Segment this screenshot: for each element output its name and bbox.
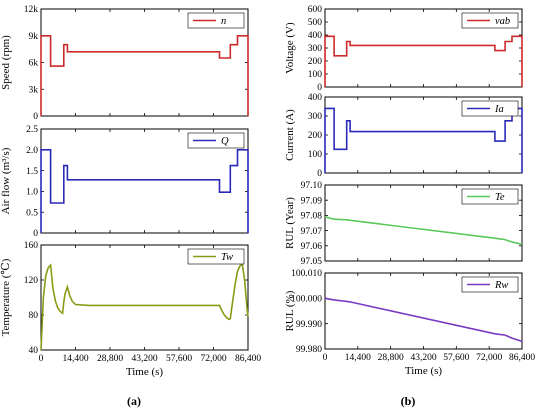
caption-right: (b) bbox=[401, 394, 416, 408]
series-line bbox=[324, 35, 523, 87]
panel-4: 0 100 200 300 400 500 600 Voltage (V) vab bbox=[284, 5, 523, 93]
series-line bbox=[324, 297, 523, 343]
y-tick-label: 1.5 bbox=[26, 167, 38, 177]
series-line bbox=[40, 149, 249, 233]
y-tick-label: 600 bbox=[308, 5, 323, 15]
y-tick-label: 2.5 bbox=[26, 125, 38, 135]
panel-2: 0 0.5 1.0 1.5 2.0 2.5 Air flow (m³/s) Q bbox=[0, 125, 249, 239]
y-tick-label: 12k bbox=[24, 5, 39, 15]
y-tick-label: 0 bbox=[33, 229, 38, 239]
y-tick-label: 200 bbox=[308, 131, 323, 141]
y-axis-label: RUL (%) bbox=[284, 290, 296, 331]
x-tick-label: 0 bbox=[39, 354, 44, 364]
caption-left: (a) bbox=[127, 394, 141, 408]
x-tick-label: 72,000 bbox=[200, 354, 226, 364]
x-tick-label: 14,400 bbox=[345, 353, 371, 363]
legend-label: Ia bbox=[494, 104, 504, 115]
y-tick-label: 97.05 bbox=[301, 257, 323, 267]
legend: Ia bbox=[461, 100, 519, 117]
x-tick-label: 28,800 bbox=[97, 354, 123, 364]
legend: vab bbox=[461, 12, 519, 29]
x-tick-label: 43,200 bbox=[131, 354, 157, 364]
legend-label: vab bbox=[495, 16, 510, 27]
y-tick-label: 99.980 bbox=[296, 345, 322, 355]
y-tick-label: 9k bbox=[29, 32, 39, 42]
y-axis-label: Temperature (℃) bbox=[0, 258, 12, 336]
y-tick-label: 99.990 bbox=[296, 320, 322, 330]
y-tick-label: 97.10 bbox=[301, 181, 323, 191]
legend-label: Tw bbox=[221, 252, 233, 263]
x-axis-label: Time (s) bbox=[405, 365, 443, 377]
x-tick-label: 43,200 bbox=[410, 353, 436, 363]
y-tick-label: 100 bbox=[308, 150, 323, 160]
y-tick-label: 0 bbox=[317, 169, 322, 179]
y-tick-label: 400 bbox=[308, 31, 323, 41]
x-tick-label: 14,400 bbox=[62, 354, 88, 364]
x-tick-label: 86,400 bbox=[235, 354, 261, 364]
y-axis-label: Speed (rpm) bbox=[0, 35, 12, 90]
x-tick-label: 57,600 bbox=[443, 353, 469, 363]
legend-label: Q bbox=[221, 136, 229, 147]
y-axis-label: Current (A) bbox=[284, 109, 296, 161]
y-tick-label: 100.000 bbox=[291, 295, 322, 305]
series-line bbox=[40, 34, 249, 116]
y-tick-label: 300 bbox=[308, 44, 323, 54]
series-line bbox=[40, 262, 249, 351]
x-tick-label: 57,600 bbox=[166, 354, 192, 364]
y-tick-label: 100 bbox=[308, 70, 323, 80]
panel-6: 97.05 97.06 97.07 97.08 97.09 97.10 RUL (Year)… bbox=[284, 181, 523, 267]
y-axis-label: Air flow (m³/s) bbox=[0, 147, 12, 214]
legend: Tw bbox=[187, 248, 245, 265]
panel-1: 0 3k 6k 9k 12k Speed (rpm) n bbox=[0, 5, 249, 122]
y-tick-label: 160 bbox=[24, 241, 39, 251]
y-tick-label: 40 bbox=[29, 346, 39, 356]
y-tick-label: 80 bbox=[29, 311, 39, 321]
y-tick-label: 400 bbox=[308, 93, 323, 103]
legend-label: Te bbox=[495, 192, 505, 203]
legend-label: n bbox=[221, 16, 226, 27]
series-line bbox=[324, 216, 523, 246]
y-tick-label: 0 bbox=[33, 112, 38, 122]
y-tick-label: 100.010 bbox=[291, 269, 322, 279]
y-tick-label: 97.09 bbox=[301, 196, 323, 206]
y-tick-label: 120 bbox=[24, 276, 39, 286]
y-tick-label: 1.0 bbox=[26, 188, 38, 198]
y-axis-label: Voltage (V) bbox=[284, 22, 296, 74]
legend: Te bbox=[461, 188, 519, 205]
x-tick-label: 86,400 bbox=[509, 353, 535, 363]
legend: Rw bbox=[461, 276, 519, 293]
y-tick-label: 97.08 bbox=[301, 212, 323, 222]
y-tick-label: 500 bbox=[308, 18, 323, 28]
panel-5: 0 100 200 300 400 Current (A) Ia bbox=[284, 93, 523, 179]
y-tick-label: 0.5 bbox=[26, 208, 38, 218]
legend: n bbox=[187, 12, 245, 29]
x-tick-label: 72,000 bbox=[476, 353, 502, 363]
x-tick-label: 0 bbox=[323, 353, 328, 363]
y-tick-label: 6k bbox=[29, 59, 39, 69]
y-axis-label: RUL (Year) bbox=[284, 197, 296, 249]
y-tick-label: 2.0 bbox=[26, 146, 38, 156]
y-tick-label: 300 bbox=[308, 112, 323, 122]
legend-label: Rw bbox=[494, 280, 508, 291]
panel-3: 40 80 120 160 0 14,400 28,800 43,200 57,600 72,00… bbox=[0, 241, 261, 378]
panel-7: 99.980 99.990 100.000 100.010 0 14,400 28,800 4… bbox=[284, 269, 535, 377]
y-tick-label: 0 bbox=[317, 83, 322, 93]
y-tick-label: 3k bbox=[29, 85, 39, 95]
legend: Q bbox=[187, 132, 245, 149]
y-tick-label: 97.07 bbox=[301, 227, 323, 237]
x-axis-label: Time (s) bbox=[126, 366, 164, 378]
x-tick-label: 28,800 bbox=[378, 353, 404, 363]
y-tick-label: 97.06 bbox=[301, 242, 323, 252]
y-tick-label: 200 bbox=[308, 57, 323, 67]
